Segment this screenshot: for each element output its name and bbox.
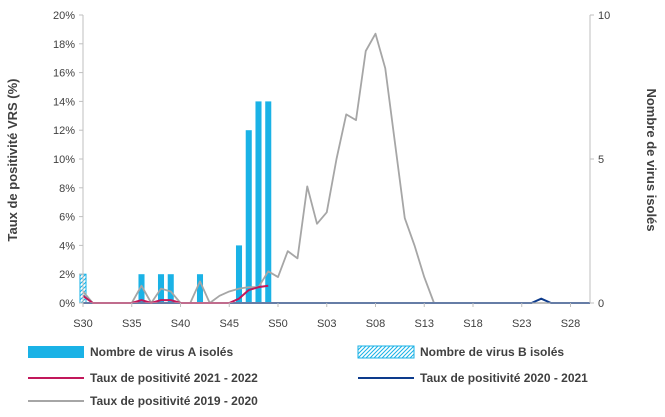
x-tick-label: S03 xyxy=(317,318,337,330)
legend-label: Taux de positivité 2020 - 2021 xyxy=(420,371,588,385)
x-axis: S30 S35 S40 S45 S50 S03 S08 S13 S18 S23 S28 xyxy=(73,302,590,330)
left-axis-title: Taux de positivité VRS (%) xyxy=(5,78,20,241)
left-y-tick-label: 4% xyxy=(59,240,75,252)
legend-2020-2021: Taux de positivité 2020 - 2021 xyxy=(358,371,588,385)
legend-label: Nombre de virus A isolés xyxy=(90,345,233,359)
bar-virus-a xyxy=(138,274,145,303)
x-tick-label: S40 xyxy=(171,318,191,330)
legend-virus-b: Nombre de virus B isolés xyxy=(357,345,564,359)
x-tick-label: S50 xyxy=(268,318,288,330)
right-y-tick-label: 10 xyxy=(598,10,610,22)
legend: Nombre de virus A isolés Nombre de virus … xyxy=(28,345,588,408)
legend-2019-2020: Taux de positivité 2019 - 2020 xyxy=(28,394,258,408)
bar-virus-a xyxy=(255,101,262,304)
x-tick-label: S13 xyxy=(414,318,434,330)
right-axis-title: Nombre de virus isolés xyxy=(644,88,659,231)
x-tick-label: S28 xyxy=(561,318,581,330)
x-tick-label: S23 xyxy=(512,318,532,330)
legend-label: Nombre de virus B isolés xyxy=(420,345,564,359)
legend-swatch xyxy=(28,346,84,358)
legend-2021-2022: Taux de positivité 2021 - 2022 xyxy=(28,371,258,385)
left-y-tick-label: 20% xyxy=(53,10,75,22)
right-y-tick-label: 5 xyxy=(598,154,604,166)
right-y-tick-label: 0 xyxy=(598,298,604,310)
bar-virus-a xyxy=(235,245,243,303)
left-y-tick-label: 0% xyxy=(59,298,75,310)
left-y-tick-label: 10% xyxy=(53,154,75,166)
x-tick-label: S35 xyxy=(122,318,142,330)
bar-virus-a xyxy=(245,130,252,303)
x-tick-label: S30 xyxy=(73,318,93,330)
left-y-tick-label: 6% xyxy=(59,212,75,224)
left-y-tick-label: 12% xyxy=(53,125,75,137)
x-tick-label: S45 xyxy=(219,318,239,330)
x-tick-label: S18 xyxy=(463,318,483,330)
legend-virus-a: Nombre de virus A isolés xyxy=(28,345,233,359)
legend-label: Taux de positivité 2021 - 2022 xyxy=(90,371,258,385)
right-y-axis: 0 5 10 xyxy=(589,10,610,310)
legend-swatch xyxy=(357,345,415,359)
left-y-tick-label: 18% xyxy=(53,39,75,51)
legend-label: Taux de positivité 2019 - 2020 xyxy=(90,394,258,408)
bar-virus-a xyxy=(265,101,272,304)
bar-virus-a xyxy=(167,274,174,303)
x-tick-label: S08 xyxy=(366,318,386,330)
left-y-tick-label: 2% xyxy=(59,269,75,281)
left-y-tick-label: 8% xyxy=(59,183,75,195)
left-y-tick-label: 16% xyxy=(53,68,75,80)
line-2019-2020 xyxy=(82,32,590,304)
bar-virus-a xyxy=(196,274,204,303)
left-y-axis: 0% 2% 4% 6% 8% 10% 12% 14% 16% 18% 20% xyxy=(53,10,84,310)
left-y-tick-label: 14% xyxy=(53,96,75,108)
plot-area xyxy=(79,32,590,304)
